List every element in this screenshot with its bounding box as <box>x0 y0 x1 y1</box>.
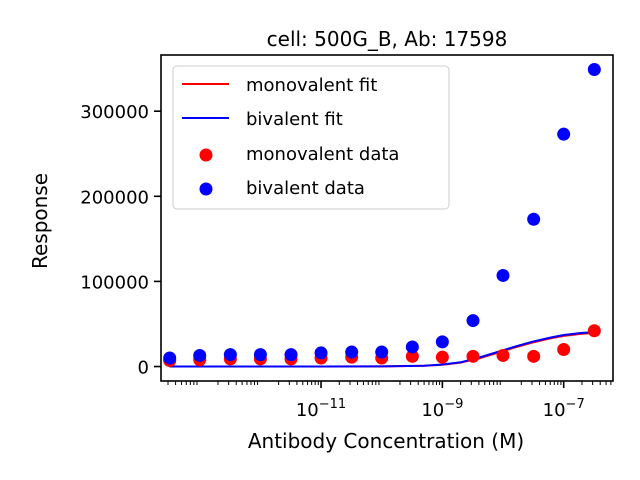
legend-bivalent-data-label: bivalent data <box>246 178 365 199</box>
bivalent-data-point <box>223 348 237 362</box>
legend: monovalent fit bivalent fit monovalent dat… <box>172 65 450 210</box>
monovalent-data-point <box>435 350 449 364</box>
y-tick-label: 300000 <box>80 102 149 123</box>
monovalent-data-point <box>557 343 571 357</box>
bivalent-data-point <box>375 345 389 359</box>
bivalent-data-point <box>557 127 571 141</box>
bivalent-data-point <box>587 62 601 76</box>
legend-monovalent-data-label: monovalent data <box>246 144 399 165</box>
bivalent-data-point <box>163 351 177 365</box>
y-tick-label: 200000 <box>80 187 149 208</box>
legend-monovalent-data-swatch <box>199 148 213 162</box>
axes-frame <box>160 54 614 382</box>
x-tick-label-exponent: −11 <box>319 397 346 412</box>
monovalent-data-point <box>405 349 419 363</box>
x-tick-label: 10−11 <box>296 397 346 421</box>
bivalent-data-point <box>284 348 298 362</box>
y-axis-label: Response <box>28 173 52 269</box>
bivalent-data-point <box>405 340 419 354</box>
y-tick-label: 0 <box>138 358 149 379</box>
x-tick-label-base: 10 <box>296 400 319 421</box>
x-tick-label-base: 10 <box>543 400 566 421</box>
bivalent-data-point <box>527 212 541 226</box>
bivalent-data-point <box>466 314 480 328</box>
bivalent-data-point <box>496 268 510 282</box>
x-tick-label-base: 10 <box>421 400 444 421</box>
legend-bivalent-fit-label: bivalent fit <box>246 109 343 130</box>
bivalent-data-point <box>193 348 207 362</box>
x-axis-label: Antibody Concentration (M) <box>248 429 524 453</box>
y-tick-label: 100000 <box>80 272 149 293</box>
monovalent-data-point <box>466 349 480 363</box>
monovalent-data-point <box>587 324 601 338</box>
x-tick-label-exponent: −7 <box>566 397 585 412</box>
legend-box <box>172 65 450 210</box>
bivalent-data-point <box>345 345 359 359</box>
x-tick-label-exponent: −9 <box>444 397 463 412</box>
bivalent-data-point <box>253 348 267 362</box>
chart-title: cell: 500G_B, Ab: 17598 <box>267 27 508 51</box>
monovalent-data-point <box>527 349 541 363</box>
bivalent-data-point <box>435 335 449 349</box>
bivalent-data-point <box>314 346 328 360</box>
legend-monovalent-fit-label: monovalent fit <box>246 75 377 96</box>
legend-bivalent-data-swatch <box>199 182 213 196</box>
monovalent-data-point <box>496 348 510 362</box>
x-tick-label: 10−9 <box>421 397 463 421</box>
x-tick-label: 10−7 <box>543 397 585 421</box>
